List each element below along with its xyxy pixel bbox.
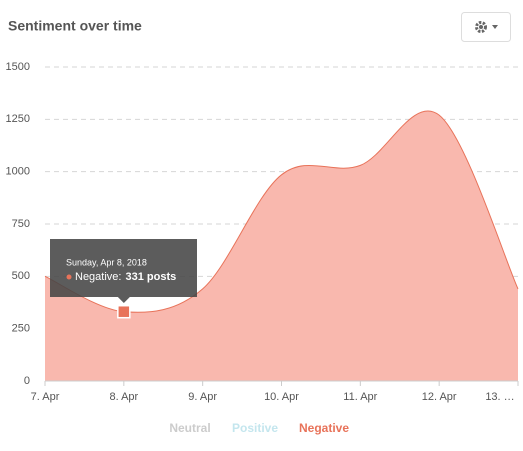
tooltip-series: Negative:: [75, 271, 121, 283]
y-tick-label: 1250: [6, 113, 30, 125]
y-tick-label: 1500: [6, 61, 30, 73]
legend-item: Neutral: [169, 421, 210, 435]
chart-title: Sentiment over time: [8, 18, 142, 34]
x-tick-label: 12. Apr: [422, 391, 457, 403]
gear-icon[interactable]: [475, 21, 487, 33]
area: [45, 110, 518, 381]
x-tick-label: 9. Apr: [188, 391, 217, 403]
legend-item: Positive: [232, 421, 278, 435]
tooltip-box: [50, 239, 197, 303]
settings-button[interactable]: [461, 12, 511, 42]
caret-icon[interactable]: [492, 25, 498, 29]
x-tick-label: 7. Apr: [31, 391, 60, 403]
tooltip-bullet: [66, 274, 72, 280]
tooltip-date: Sunday, Apr 8, 2018: [66, 257, 147, 267]
y-tick-label: 0: [24, 375, 30, 387]
gear-hub[interactable]: [479, 25, 483, 29]
tooltip: Sunday, Apr 8, 2018 Negative: 331 posts: [50, 239, 197, 303]
y-tick-label: 1000: [6, 166, 30, 178]
y-tick-label: 500: [12, 270, 30, 282]
y-tick-label: 250: [12, 323, 30, 335]
x-tick-label: 11. Apr: [343, 391, 377, 403]
tooltip-value: 331 posts: [125, 271, 176, 283]
y-tick-label: 750: [12, 218, 30, 230]
x-tick-label: 13. …: [485, 391, 514, 403]
x-tick-label: 10. Apr: [264, 391, 299, 403]
legend-item: Negative: [299, 421, 349, 435]
tooltip-label: Negative: 331 posts: [75, 271, 176, 283]
x-tick-label: 8. Apr: [109, 391, 138, 403]
marker: [117, 304, 131, 319]
